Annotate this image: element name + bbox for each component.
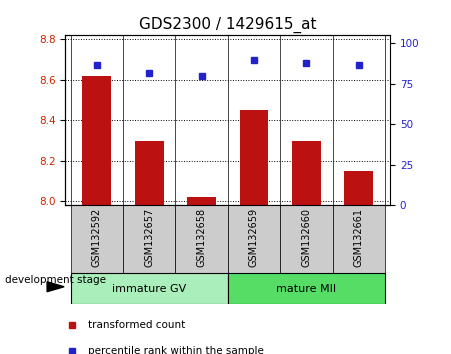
Bar	[332, 205, 385, 273]
Text: development stage: development stage	[5, 275, 106, 285]
Bar	[175, 205, 228, 273]
Text: immature GV: immature GV	[112, 284, 186, 293]
Title: GDS2300 / 1429615_at: GDS2300 / 1429615_at	[139, 16, 317, 33]
Text: GSM132658: GSM132658	[197, 208, 207, 267]
Bar	[228, 273, 385, 304]
Text: GSM132659: GSM132659	[249, 208, 259, 267]
Bar	[239, 110, 268, 205]
Bar	[292, 141, 321, 205]
Bar	[187, 197, 216, 205]
Text: GSM132660: GSM132660	[301, 208, 311, 267]
Bar	[71, 205, 123, 273]
Text: transformed count: transformed count	[88, 320, 185, 330]
Text: GSM132592: GSM132592	[92, 208, 102, 267]
Bar	[228, 205, 280, 273]
Bar	[280, 205, 332, 273]
Bar	[135, 141, 164, 205]
Bar	[344, 171, 373, 205]
Bar	[71, 273, 228, 304]
Polygon shape	[47, 282, 64, 292]
Text: mature MII: mature MII	[276, 284, 336, 293]
Text: percentile rank within the sample: percentile rank within the sample	[88, 346, 264, 354]
Text: GSM132657: GSM132657	[144, 208, 154, 267]
Bar	[83, 76, 111, 205]
Text: GSM132661: GSM132661	[354, 208, 364, 267]
Bar	[123, 205, 175, 273]
